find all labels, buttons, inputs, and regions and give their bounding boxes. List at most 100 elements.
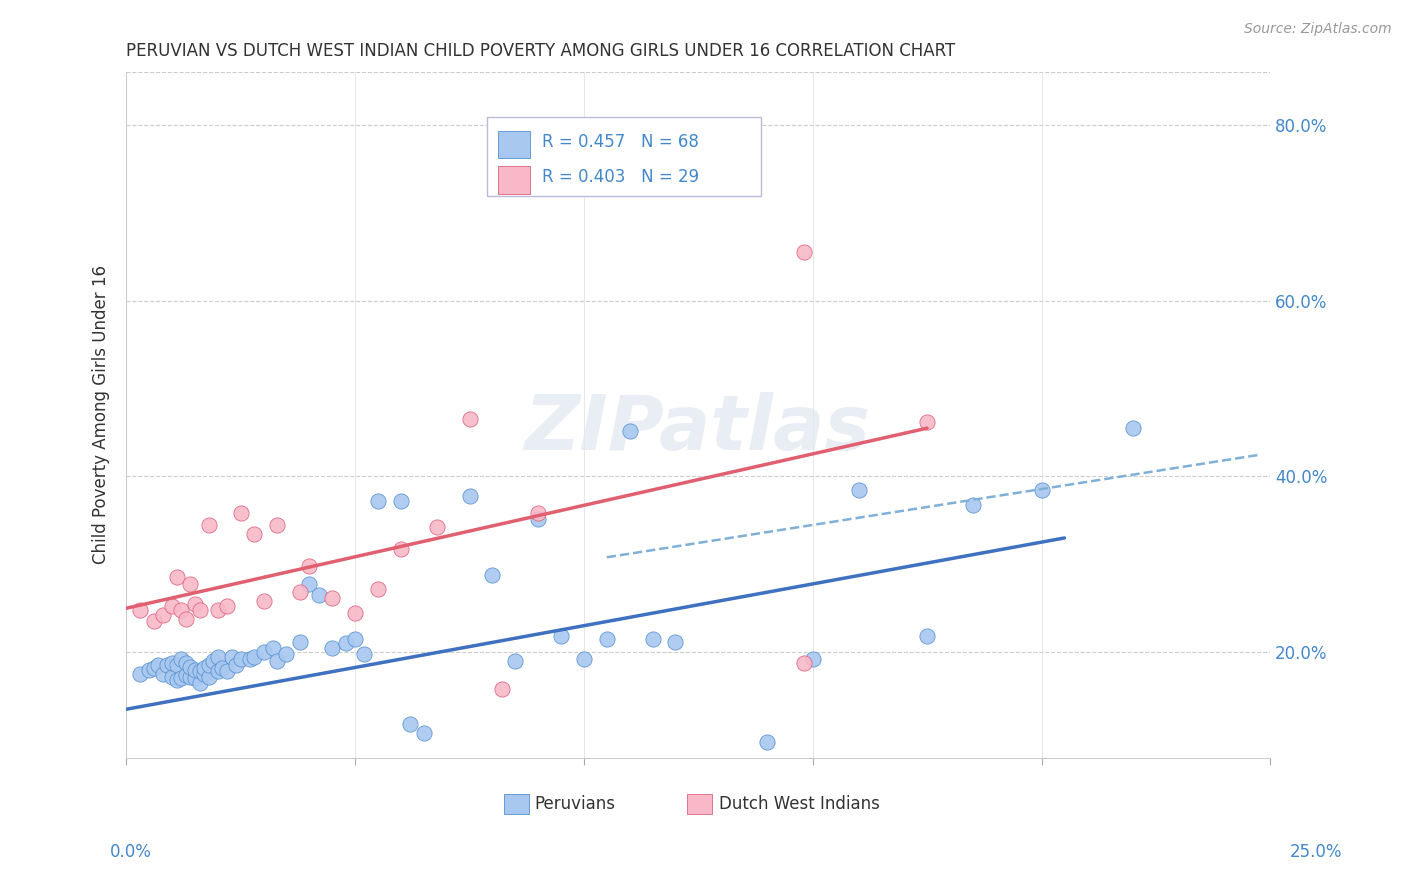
Point — [276, 647, 298, 661]
Point — [174, 612, 197, 626]
Point — [188, 603, 211, 617]
Point — [166, 570, 188, 584]
Point — [221, 649, 243, 664]
Point — [193, 661, 215, 675]
Point — [399, 717, 422, 731]
Point — [290, 585, 312, 599]
Point — [243, 649, 266, 664]
Point — [458, 489, 481, 503]
Point — [152, 667, 174, 681]
Point — [184, 597, 207, 611]
Point — [160, 599, 183, 614]
Point — [215, 599, 238, 614]
Point — [353, 647, 375, 661]
Point — [193, 667, 215, 681]
Text: Dutch West Indians: Dutch West Indians — [718, 795, 880, 814]
Point — [321, 591, 343, 605]
Point — [572, 652, 595, 666]
Point — [262, 640, 284, 655]
Point — [308, 588, 330, 602]
Point — [710, 779, 733, 793]
Point — [184, 663, 207, 677]
Point — [335, 636, 357, 650]
Point — [344, 632, 367, 646]
Text: 25.0%: 25.0% — [1291, 843, 1343, 861]
Text: R = 0.403   N = 29: R = 0.403 N = 29 — [541, 169, 699, 186]
Point — [207, 665, 229, 679]
Text: Source: ZipAtlas.com: Source: ZipAtlas.com — [1244, 22, 1392, 37]
Point — [550, 629, 572, 643]
Bar — [688, 794, 711, 814]
Point — [197, 517, 219, 532]
Text: Peruvians: Peruvians — [534, 795, 616, 814]
Point — [426, 520, 449, 534]
Point — [166, 658, 188, 673]
Point — [321, 640, 343, 655]
Point — [412, 726, 434, 740]
Point — [266, 517, 288, 532]
Point — [458, 412, 481, 426]
Point — [915, 415, 938, 429]
Point — [252, 594, 274, 608]
Point — [156, 658, 179, 673]
Point — [527, 507, 550, 521]
Point — [170, 603, 193, 617]
Point — [1122, 421, 1144, 435]
Point — [170, 652, 193, 666]
Point — [344, 606, 367, 620]
Point — [389, 541, 412, 556]
Point — [188, 665, 211, 679]
Point — [229, 652, 252, 666]
Point — [174, 656, 197, 670]
Text: ZIPatlas: ZIPatlas — [526, 392, 872, 466]
Point — [243, 526, 266, 541]
Point — [160, 656, 183, 670]
Point — [184, 672, 207, 686]
Point — [641, 632, 664, 646]
Point — [188, 676, 211, 690]
Point — [1031, 483, 1053, 497]
Point — [207, 649, 229, 664]
Point — [436, 766, 458, 780]
Point — [367, 582, 389, 596]
Point — [252, 645, 274, 659]
Point — [793, 656, 815, 670]
Point — [664, 634, 686, 648]
Point — [211, 661, 233, 675]
Point — [848, 483, 870, 497]
Point — [801, 652, 824, 666]
Point — [756, 735, 779, 749]
Point — [229, 507, 252, 521]
Point — [793, 245, 815, 260]
Point — [596, 632, 619, 646]
Text: PERUVIAN VS DUTCH WEST INDIAN CHILD POVERTY AMONG GIRLS UNDER 16 CORRELATION CHA: PERUVIAN VS DUTCH WEST INDIAN CHILD POVE… — [127, 42, 956, 60]
Point — [367, 494, 389, 508]
Point — [129, 603, 152, 617]
Text: 0.0%: 0.0% — [110, 843, 152, 861]
Point — [142, 615, 165, 629]
Point — [215, 665, 238, 679]
Bar — [498, 166, 530, 194]
FancyBboxPatch shape — [486, 117, 761, 195]
Point — [129, 667, 152, 681]
Point — [619, 424, 641, 438]
Point — [239, 652, 262, 666]
Point — [527, 511, 550, 525]
Point — [266, 654, 288, 668]
Point — [166, 673, 188, 688]
Point — [197, 670, 219, 684]
Point — [481, 567, 503, 582]
Point — [491, 681, 513, 696]
Point — [179, 660, 201, 674]
Point — [915, 629, 938, 643]
Y-axis label: Child Poverty Among Girls Under 16: Child Poverty Among Girls Under 16 — [93, 266, 110, 565]
Point — [197, 658, 219, 673]
Point — [298, 576, 321, 591]
Bar — [503, 794, 529, 814]
Point — [174, 668, 197, 682]
Point — [962, 498, 984, 512]
Point — [160, 670, 183, 684]
Bar — [498, 130, 530, 158]
Point — [225, 658, 247, 673]
Point — [389, 494, 412, 508]
